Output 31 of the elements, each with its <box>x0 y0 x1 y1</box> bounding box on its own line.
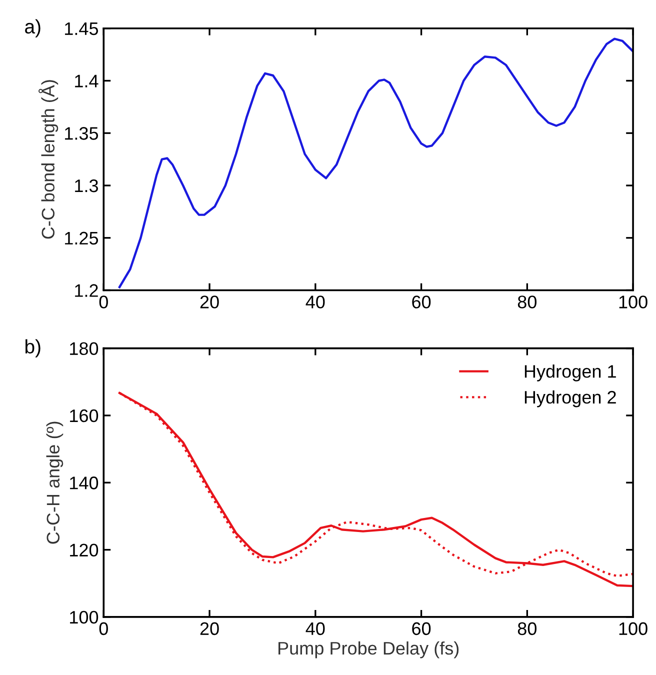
y-tick-label: 180 <box>70 342 98 356</box>
y-tick-label: 1.45 <box>65 22 98 36</box>
y-tick-label: 1.3 <box>75 179 98 192</box>
legend-label: Hydrogen 2 <box>524 390 616 408</box>
x-tick-label: 20 <box>200 622 219 636</box>
y-tick-label: 1.4 <box>75 74 98 88</box>
x-tick-label: 40 <box>306 296 325 308</box>
x-axis-title: Pump Probe Delay (fs) <box>278 641 459 658</box>
y-axis-title: C-C-H angle (º) <box>46 422 64 544</box>
y-tick-label: 160 <box>70 409 98 422</box>
x-tick-label: 80 <box>518 296 536 308</box>
x-tick-label: 40 <box>306 622 325 636</box>
x-tick-label: 80 <box>518 622 536 636</box>
x-tick-label: 20 <box>200 296 219 308</box>
x-tick-label: 100 <box>619 296 648 308</box>
legend-label: Hydrogen 1 <box>524 364 616 382</box>
y-axis-title: C-C bond length (Å) <box>38 80 58 239</box>
y-tick-label: 1.2 <box>75 284 98 297</box>
y-tick-label: 140 <box>70 476 98 490</box>
y-tick-label: 100 <box>70 610 98 624</box>
y-tick-label: 1.35 <box>65 127 98 140</box>
x-tick-label: 100 <box>619 622 648 636</box>
y-tick-label: 1.25 <box>65 232 98 245</box>
line-series <box>118 38 634 288</box>
x-tick-label: 0 <box>99 622 108 636</box>
y-tick-label: 120 <box>70 544 98 557</box>
text: a) <box>25 19 40 38</box>
x-tick-label: 60 <box>412 622 431 636</box>
x-tick-label: 60 <box>412 296 431 308</box>
text: b) <box>25 339 40 358</box>
x-tick-label: 0 <box>99 296 108 308</box>
